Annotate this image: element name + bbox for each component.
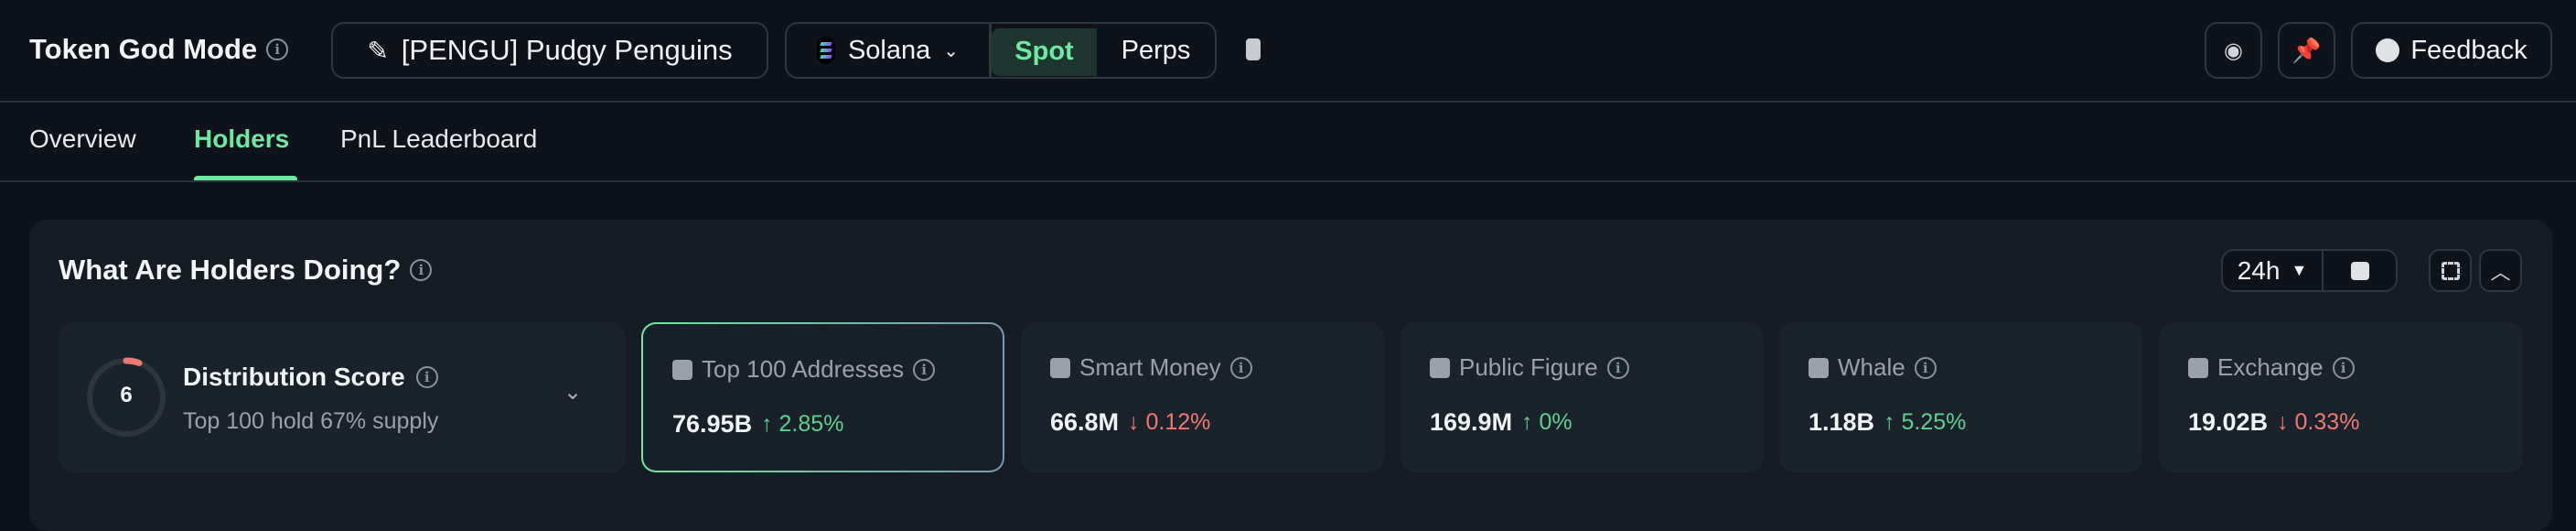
info-icon[interactable]: i xyxy=(1229,356,1252,379)
card-label-text: Exchange xyxy=(2217,353,2324,381)
card-change: ↓ 0.33% xyxy=(2277,409,2359,436)
fullscreen-button[interactable] xyxy=(2429,249,2472,292)
token-name: [PENGU] Pudgy Penguins xyxy=(401,34,733,66)
pencil-icon: ✎ xyxy=(367,36,389,65)
tabs-divider xyxy=(0,180,2576,182)
card-label-text: Public Figure xyxy=(1459,353,1598,381)
page-title-text: Token God Mode xyxy=(29,33,258,65)
pin-icon: 📌 xyxy=(2292,36,2322,64)
card-label-text: Whale xyxy=(1838,353,1905,381)
collapse-button[interactable]: ︿ xyxy=(2479,249,2522,292)
card-value-row: 169.9M ↑ 0% xyxy=(1430,408,1572,437)
card-label: Top 100 Addresses i xyxy=(672,355,936,384)
sunglasses-icon xyxy=(1050,357,1070,378)
info-icon[interactable]: i xyxy=(913,358,936,381)
tab-overview[interactable]: Overview xyxy=(29,125,136,153)
card-change: ↑ 0% xyxy=(1521,409,1572,436)
caret-down-icon: ▼ xyxy=(2291,261,2308,279)
card-value-row: 19.02B ↓ 0.33% xyxy=(2188,408,2359,437)
card-value: 1.18B xyxy=(1809,408,1875,436)
calendar-icon xyxy=(2350,261,2369,280)
card-value: 169.9M xyxy=(1430,408,1513,436)
info-icon[interactable]: i xyxy=(266,38,289,60)
card-label: Smart Money i xyxy=(1050,353,1252,382)
chevron-down-icon[interactable]: ⌄ xyxy=(564,380,583,405)
chain-mode-group: Solana ⌄ Spot Perps xyxy=(785,22,1217,79)
info-icon[interactable]: i xyxy=(1914,356,1937,379)
holder-card[interactable]: Top 100 Addresses i 76.95B ↑ 2.85% xyxy=(641,322,1004,472)
card-change: ↑ 2.85% xyxy=(761,411,843,438)
card-label-text: Smart Money xyxy=(1079,353,1221,381)
chain-selector[interactable]: Solana ⌄ xyxy=(787,24,992,77)
timeframe-control: 24h ▼ xyxy=(2221,249,2398,292)
spot-toggle[interactable]: Spot xyxy=(992,27,1097,76)
arrow-up-icon: ↑ xyxy=(1521,409,1533,435)
arrow-up-icon: ↑ xyxy=(1884,409,1895,435)
chevron-up-icon: ︿ xyxy=(2490,260,2511,284)
safe-icon xyxy=(672,359,692,380)
score-ring xyxy=(87,357,166,437)
copy-icon[interactable] xyxy=(1246,38,1261,60)
chat-bubble-icon xyxy=(2376,38,2400,62)
card-label-text: Top 100 Addresses xyxy=(702,355,905,383)
feedback-label: Feedback xyxy=(2410,35,2528,65)
holder-card[interactable]: Public Figure i 169.9M ↑ 0% xyxy=(1401,322,1764,472)
card-change-value: 5.25% xyxy=(1901,409,1967,435)
holder-card[interactable]: Exchange i 19.02B ↓ 0.33% xyxy=(2159,322,2523,472)
bank-icon xyxy=(2188,357,2208,378)
distribution-score-value: 6 xyxy=(120,383,133,407)
panel-title-text: What Are Holders Doing? xyxy=(59,254,402,286)
holder-card[interactable]: Smart Money i 66.8M ↓ 0.12% xyxy=(1021,322,1384,472)
chevron-down-icon: ⌄ xyxy=(943,40,960,61)
card-change-value: 2.85% xyxy=(778,411,844,437)
card-value-row: 76.95B ↑ 2.85% xyxy=(672,410,843,439)
feedback-button[interactable]: Feedback xyxy=(2351,22,2552,79)
arrow-up-icon: ↑ xyxy=(761,411,773,437)
whale-icon xyxy=(1809,357,1829,378)
distribution-subtitle: Top 100 hold 67% supply xyxy=(183,408,439,434)
score-ring-fill xyxy=(123,357,143,366)
calendar-button[interactable] xyxy=(2324,261,2396,280)
card-label: Exchange i xyxy=(2188,353,2355,382)
card-change-value: 0.33% xyxy=(2294,409,2360,435)
card-label: Whale i xyxy=(1809,353,1937,382)
podium-icon xyxy=(1430,357,1450,378)
header-divider xyxy=(0,101,2576,103)
tab-pnl-leaderboard[interactable]: PnL Leaderboard xyxy=(340,125,538,153)
timeframe-value: 24h xyxy=(2237,255,2281,285)
card-value: 19.02B xyxy=(2188,408,2269,436)
watch-button[interactable]: ◉ xyxy=(2205,22,2262,79)
token-selector-button[interactable]: ✎ [PENGU] Pudgy Penguins xyxy=(331,22,768,79)
card-change: ↑ 5.25% xyxy=(1884,409,1966,436)
distribution-label-text: Distribution Score xyxy=(183,363,405,391)
perps-toggle[interactable]: Perps xyxy=(1121,35,1191,65)
expand-icon xyxy=(2441,261,2460,280)
arrow-down-icon: ↓ xyxy=(2277,409,2289,435)
card-value-row: 1.18B ↑ 5.25% xyxy=(1809,408,1966,437)
card-value-row: 66.8M ↓ 0.12% xyxy=(1050,408,1210,437)
info-icon[interactable]: i xyxy=(2332,356,2355,379)
card-change: ↓ 0.12% xyxy=(1128,409,1210,436)
info-icon[interactable]: i xyxy=(410,259,433,281)
card-change-value: 0.12% xyxy=(1145,409,1211,435)
card-label: Public Figure i xyxy=(1430,353,1629,382)
card-value: 76.95B xyxy=(672,410,753,438)
panel-title: What Are Holders Doing? i xyxy=(59,254,433,287)
pin-button[interactable]: 📌 xyxy=(2278,22,2335,79)
page-title: Token God Mode i xyxy=(29,33,289,66)
chain-label: Solana xyxy=(847,35,931,65)
info-icon[interactable]: i xyxy=(415,366,438,388)
holder-card[interactable]: Whale i 1.18B ↑ 5.25% xyxy=(1779,322,2142,472)
eye-icon: ◉ xyxy=(2224,38,2243,63)
timeframe-dropdown[interactable]: 24h ▼ xyxy=(2223,251,2324,290)
distribution-score-card[interactable]: 6 Distribution Score i Top 100 hold 67% s… xyxy=(59,322,626,472)
distribution-score-label: Distribution Score i xyxy=(183,363,438,392)
active-tab-indicator xyxy=(194,176,297,181)
arrow-down-icon: ↓ xyxy=(1128,409,1140,435)
tab-holders[interactable]: Holders xyxy=(194,125,290,153)
card-value: 66.8M xyxy=(1050,408,1120,436)
solana-logo-icon xyxy=(816,37,835,64)
card-change-value: 0% xyxy=(1539,409,1572,435)
info-icon[interactable]: i xyxy=(1606,356,1629,379)
